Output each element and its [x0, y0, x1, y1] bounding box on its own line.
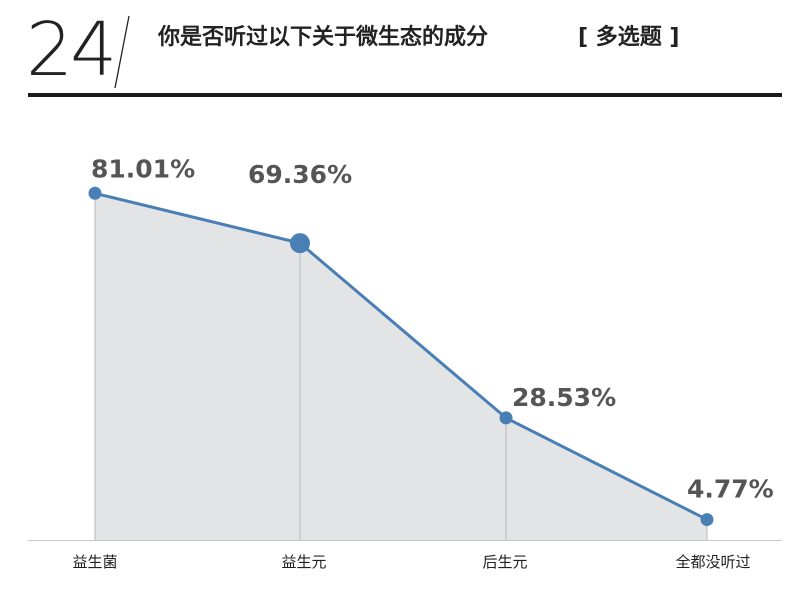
category-label: 全都没听过 [675, 553, 750, 571]
data-point-4 [700, 513, 714, 527]
value-label: 4.77% [687, 475, 774, 504]
data-point-2 [290, 233, 310, 254]
category-label: 益生元 [281, 553, 326, 571]
data-point-3 [499, 411, 513, 425]
question-title: 你是否听过以下关于微生态的成分 [158, 25, 489, 50]
value-label: 81.01% [91, 154, 195, 183]
slash-divider [114, 15, 130, 89]
value-label: 28.53% [512, 383, 616, 412]
category-label: 益生菌 [72, 553, 117, 571]
data-point-1 [88, 186, 102, 200]
series-line [94, 191, 708, 521]
area-fill [95, 193, 707, 540]
question-header: 24 你是否听过以下关于微生态的成分 [ 多选题 ] [0, 0, 800, 100]
value-label: 69.36% [248, 160, 352, 189]
header-rule [28, 93, 782, 97]
question-type: [ 多选题 ] [578, 25, 680, 50]
question-number: 24 [26, 7, 117, 93]
category-label: 后生元 [482, 553, 527, 571]
